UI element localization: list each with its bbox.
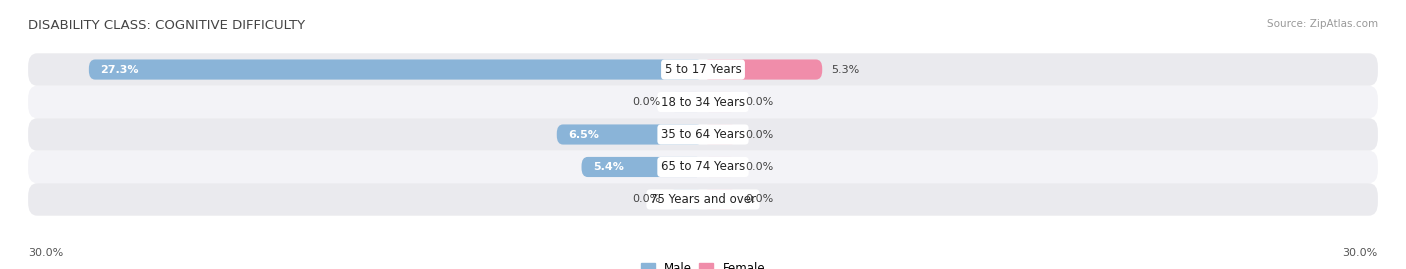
Text: 0.0%: 0.0% <box>745 162 773 172</box>
Text: 5.4%: 5.4% <box>593 162 624 172</box>
FancyBboxPatch shape <box>28 151 1378 183</box>
FancyBboxPatch shape <box>703 125 737 144</box>
Text: 5.3%: 5.3% <box>831 65 859 75</box>
FancyBboxPatch shape <box>703 189 737 210</box>
FancyBboxPatch shape <box>28 118 1378 151</box>
Text: 30.0%: 30.0% <box>1343 248 1378 258</box>
Text: 0.0%: 0.0% <box>633 97 661 107</box>
Text: DISABILITY CLASS: COGNITIVE DIFFICULTY: DISABILITY CLASS: COGNITIVE DIFFICULTY <box>28 19 305 32</box>
FancyBboxPatch shape <box>28 53 1378 86</box>
Text: 18 to 34 Years: 18 to 34 Years <box>661 95 745 108</box>
Text: 0.0%: 0.0% <box>745 97 773 107</box>
FancyBboxPatch shape <box>703 92 737 112</box>
Text: 6.5%: 6.5% <box>568 129 599 140</box>
Text: 65 to 74 Years: 65 to 74 Years <box>661 161 745 174</box>
FancyBboxPatch shape <box>557 125 703 144</box>
Text: 75 Years and over: 75 Years and over <box>650 193 756 206</box>
Text: 27.3%: 27.3% <box>100 65 139 75</box>
Text: 5 to 17 Years: 5 to 17 Years <box>665 63 741 76</box>
FancyBboxPatch shape <box>669 92 703 112</box>
FancyBboxPatch shape <box>89 59 703 80</box>
Legend: Male, Female: Male, Female <box>636 258 770 269</box>
Text: 0.0%: 0.0% <box>745 194 773 204</box>
FancyBboxPatch shape <box>28 86 1378 118</box>
Text: Source: ZipAtlas.com: Source: ZipAtlas.com <box>1267 19 1378 29</box>
FancyBboxPatch shape <box>703 59 823 80</box>
FancyBboxPatch shape <box>703 157 737 177</box>
Text: 30.0%: 30.0% <box>28 248 63 258</box>
FancyBboxPatch shape <box>28 183 1378 216</box>
Text: 35 to 64 Years: 35 to 64 Years <box>661 128 745 141</box>
Text: 0.0%: 0.0% <box>633 194 661 204</box>
FancyBboxPatch shape <box>582 157 703 177</box>
Text: 0.0%: 0.0% <box>745 129 773 140</box>
FancyBboxPatch shape <box>669 189 703 210</box>
